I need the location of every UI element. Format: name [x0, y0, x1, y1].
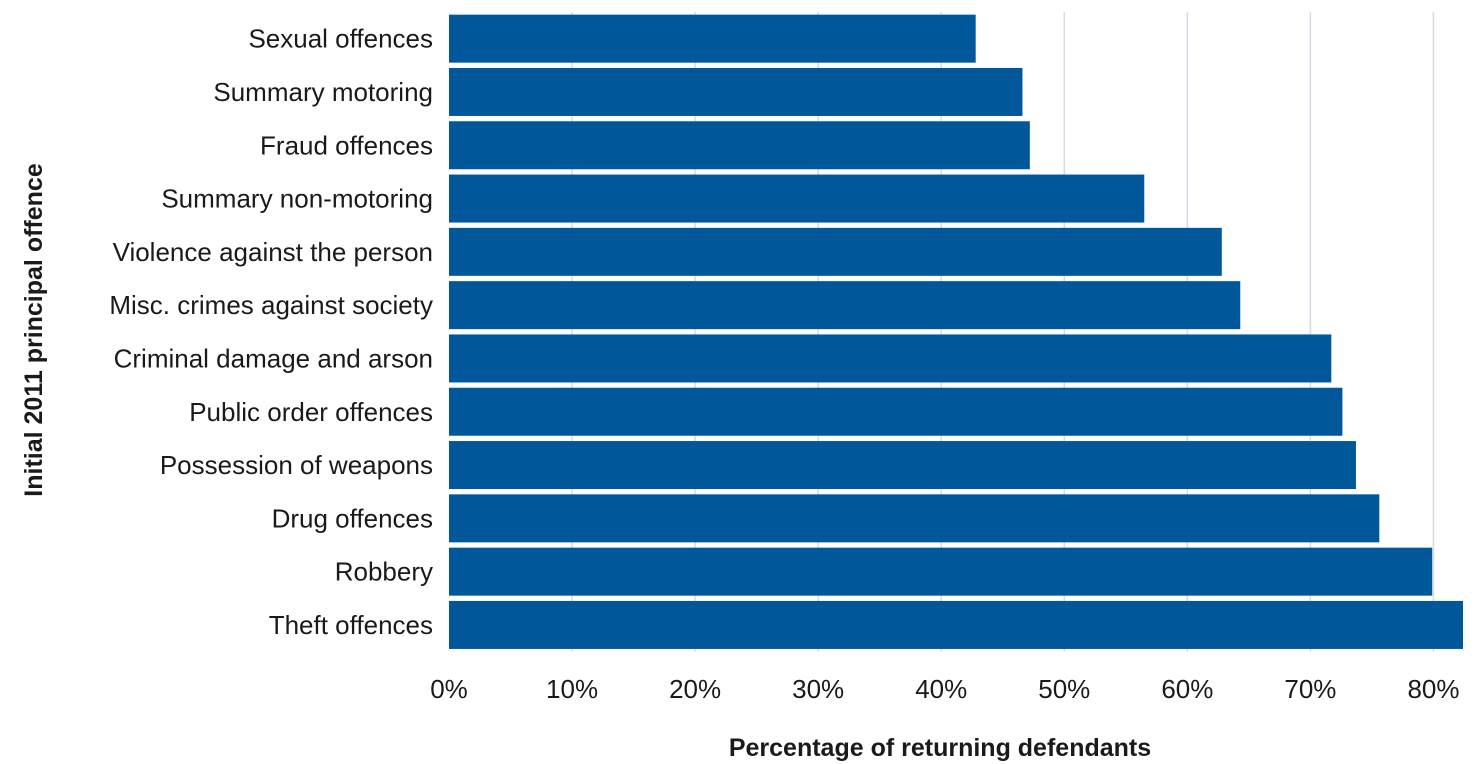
x-tick-label: 70% [1284, 674, 1336, 704]
x-tick-label: 80% [1407, 674, 1459, 704]
bar [449, 441, 1356, 490]
bar [449, 174, 1145, 223]
x-tick-labels: 0% 10% 20% 30% 40% 50% 60% 70% 80% [430, 674, 1459, 704]
category-label: Summary motoring [213, 77, 433, 107]
category-label: Summary non-motoring [161, 184, 433, 214]
x-tick-label: 30% [792, 674, 844, 704]
category-label: Criminal damage and arson [114, 343, 433, 373]
category-labels: Sexual offences Summary motoring Fraud off… [109, 24, 433, 640]
category-label: Theft offences [269, 610, 433, 640]
bar [449, 227, 1222, 276]
category-label: Sexual offences [248, 24, 433, 54]
y-axis-title: Initial 2011 principal offence [20, 163, 48, 497]
category-label: Drug offences [272, 503, 433, 533]
bar [449, 387, 1343, 436]
bar [449, 121, 1030, 170]
category-label: Possession of weapons [160, 450, 433, 480]
x-axis-title: Percentage of returning defendants [729, 734, 1151, 762]
x-tick-label: 20% [669, 674, 721, 704]
bar [449, 281, 1241, 330]
category-label: Robbery [335, 557, 433, 587]
category-label: Misc. crimes against society [109, 290, 433, 320]
bar [449, 334, 1332, 383]
category-label: Violence against the person [113, 237, 433, 267]
bars [449, 14, 1463, 649]
x-tick-label: 0% [430, 674, 468, 704]
bar [449, 67, 1023, 116]
bar [449, 600, 1463, 649]
bar [449, 494, 1380, 543]
category-label: Fraud offences [260, 130, 433, 160]
x-tick-label: 10% [546, 674, 598, 704]
gridlines [571, 12, 1435, 652]
x-tick-label: 60% [1161, 674, 1213, 704]
bar [449, 14, 976, 63]
category-label: Public order offences [189, 397, 433, 427]
x-tick-label: 40% [915, 674, 967, 704]
x-tick-label: 50% [1038, 674, 1090, 704]
bar [449, 547, 1433, 596]
